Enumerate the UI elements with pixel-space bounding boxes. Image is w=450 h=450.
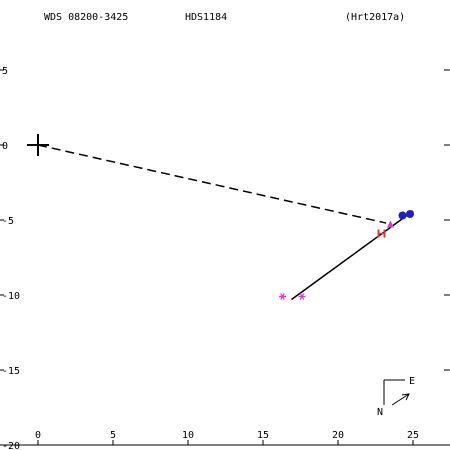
compass: E N bbox=[377, 376, 415, 418]
primary-star-cross bbox=[27, 134, 49, 156]
y-tick-label: -20 bbox=[2, 441, 20, 450]
x-tick-label: 10 bbox=[182, 430, 194, 441]
x-tick-label: 5 bbox=[110, 430, 116, 441]
compass-arrow-head-icon bbox=[401, 393, 410, 401]
y-tick-label: 5 bbox=[2, 66, 8, 77]
x-tick-label: 20 bbox=[332, 430, 344, 441]
header-wds-id: WDS 08200-3425 bbox=[44, 12, 128, 23]
data-point-triangle bbox=[387, 220, 394, 228]
compass-north-label: N bbox=[377, 407, 383, 418]
data-point-circle bbox=[406, 210, 414, 218]
y-tick-label: -10 bbox=[2, 291, 20, 302]
x-tick-label: 15 bbox=[257, 430, 269, 441]
y-tick-label: -5 bbox=[2, 216, 14, 227]
header-discoverer-id: HDS1184 bbox=[185, 12, 227, 23]
dashed-line bbox=[37, 144, 387, 224]
y-tick-label: 0 bbox=[2, 141, 8, 152]
header-reference: (Hrt2017a) bbox=[345, 12, 405, 23]
data-point-asterisk bbox=[298, 293, 306, 300]
data-point-circle bbox=[398, 211, 407, 220]
x-tick-label: 25 bbox=[407, 430, 419, 441]
y-tick-label: -15 bbox=[2, 366, 20, 377]
y-ticks: 5 0 -5 -10 -15 -20 bbox=[0, 66, 450, 450]
measurement-points bbox=[279, 210, 414, 300]
compass-motion-arrow bbox=[391, 393, 410, 406]
x-tick-label: 0 bbox=[35, 430, 41, 441]
compass-east-label: E bbox=[409, 376, 415, 387]
data-point-asterisk bbox=[279, 293, 286, 300]
x-ticks: 0 5 10 15 20 25 bbox=[35, 430, 419, 445]
